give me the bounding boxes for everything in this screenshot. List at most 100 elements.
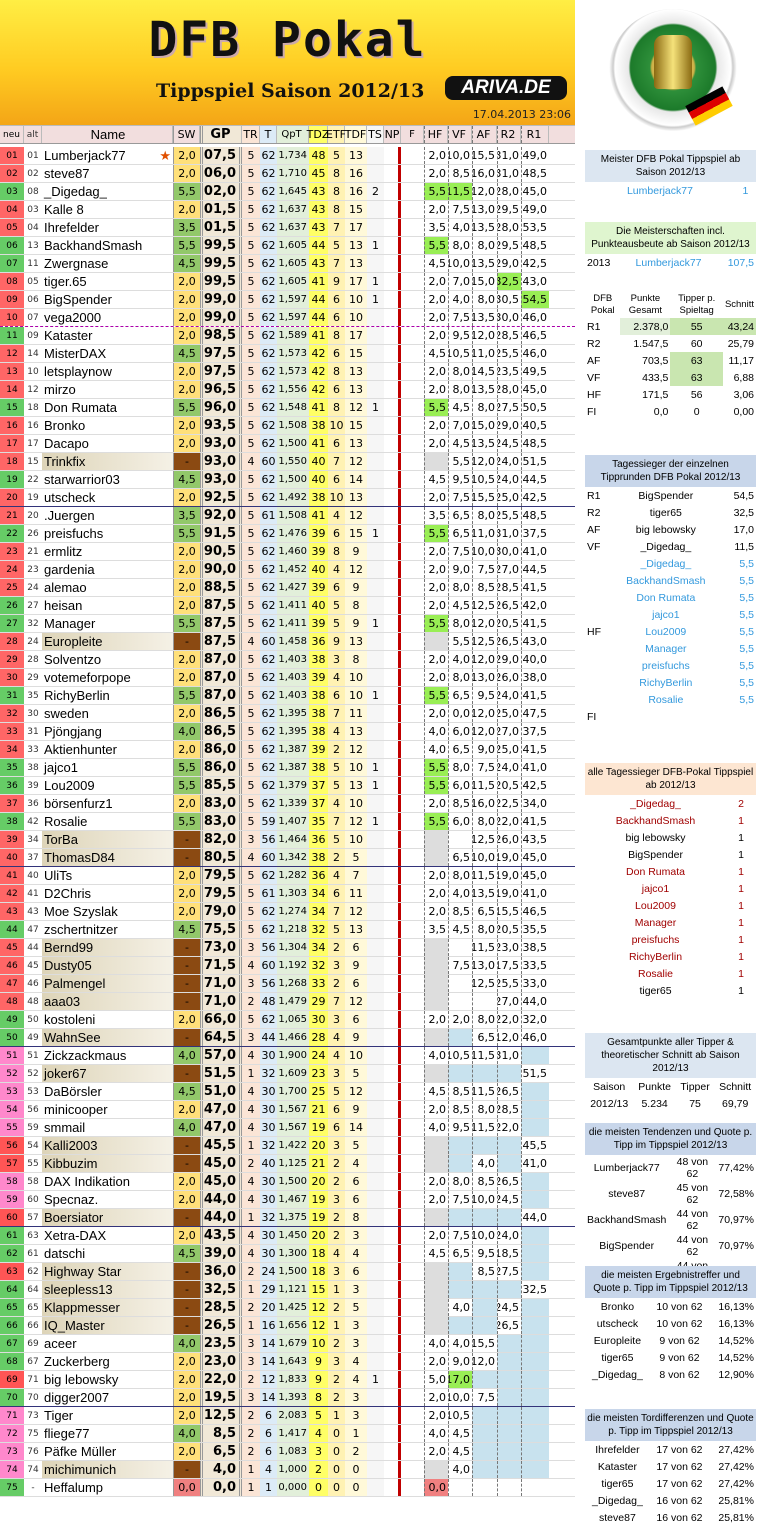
cell-name: Solventzo: [44, 652, 102, 667]
cell-tdf: 12: [345, 399, 367, 416]
cell-r1: 48,5: [521, 237, 547, 254]
cell-np: [384, 1083, 401, 1100]
cell-ts: [367, 1065, 384, 1082]
cell-vf: 7,5: [448, 309, 472, 326]
cell-neu: 09: [0, 291, 24, 308]
cell-qpt: 1,422: [277, 1137, 309, 1154]
cell-tdf: 5: [345, 849, 367, 866]
cell-etf: 1: [328, 1407, 345, 1424]
cell-tr: 3: [242, 1353, 260, 1370]
tendenzen-count: 44 von 62: [676, 1234, 709, 1258]
cell-alt: 22: [27, 474, 39, 485]
ariva-logo[interactable]: ARIVA.DE: [445, 76, 567, 100]
cell-f: [401, 1191, 424, 1208]
cell-ts: 1: [367, 1371, 384, 1388]
cell-t: 62: [260, 237, 277, 254]
cell-tdf: 17: [345, 327, 367, 344]
cell-t: 30: [260, 1245, 277, 1262]
cell-qpt: 1,637: [277, 219, 309, 236]
cell-vf: 11,5: [448, 183, 472, 200]
cell-hf: 4,0: [424, 1119, 448, 1136]
cell-af: 12,0: [472, 705, 495, 722]
cell-alt: 15: [27, 456, 39, 467]
rounds-header: Punkte Gesamt: [628, 293, 663, 316]
col-header-f: F: [401, 126, 424, 143]
cell-gp: 97,5: [200, 363, 242, 380]
cell-tdz: 32: [309, 921, 328, 938]
cell-r1: [521, 1317, 549, 1334]
cell-qpt: 1,395: [277, 723, 309, 740]
cell-neu: 53: [0, 1083, 24, 1100]
cell-neu: 16: [0, 417, 24, 434]
cell-r1: 33,0: [521, 975, 547, 992]
cell-np: [384, 1065, 401, 1082]
cell-tr: 3: [242, 1335, 260, 1352]
cell-tdf: 13: [345, 147, 367, 164]
table-row: 4140UliTs2,079,55621,28236472,08,011,519…: [0, 867, 575, 885]
cell-f: [401, 921, 424, 938]
cell-sw: 5,5: [173, 525, 200, 542]
alle-name: Manager: [634, 916, 677, 929]
cell-ts: [367, 903, 384, 920]
cell-r1: 49,0: [521, 201, 547, 218]
tordiff-name: Kataster: [597, 1460, 637, 1473]
cell-vf: 7,5: [448, 489, 472, 506]
cell-gp: 101,5: [200, 201, 242, 218]
cell-etf: 1: [328, 1281, 345, 1298]
cell-r2: 24,0: [497, 759, 521, 776]
cell-etf: 5: [328, 597, 345, 614]
cell-tdz: 43: [309, 201, 328, 218]
cell-name: Aktienhunter: [44, 742, 117, 757]
rounds-cell: 0,0: [653, 405, 669, 418]
table-header: neu alt Name SW GP TR T QpT TDZ ETF TDF TS NP F HF VF AF…: [0, 126, 575, 144]
cell-r1: [521, 1047, 549, 1064]
cell-sw: 2,0: [173, 1353, 200, 1370]
cell-tr: 5: [242, 705, 260, 722]
cell-name: Boersiator: [42, 1209, 173, 1226]
col-header-tdf: TDF: [344, 126, 367, 143]
cell-name: Ihrefelder: [44, 220, 99, 235]
cell-r2: 25,5: [497, 345, 521, 362]
cell-r2: 24,0: [497, 471, 521, 488]
cell-hf: [424, 1263, 448, 1280]
cell-tr: 2: [242, 1425, 260, 1442]
cell-gp: 19,5: [200, 1389, 242, 1406]
cell-r1: [521, 1263, 549, 1280]
cell-hf: 4,0: [424, 741, 448, 758]
cell-hf: 2,0: [424, 867, 448, 884]
cell-neu: 69: [0, 1371, 24, 1388]
cell-np: [384, 705, 401, 722]
cell-f: [401, 813, 424, 830]
cell-np: [384, 1209, 401, 1226]
cell-r1: 46,0: [521, 345, 547, 362]
cell-qpt: 1,734: [277, 147, 309, 164]
cell-tdf: 15: [345, 525, 367, 542]
cell-gp: 97,5: [200, 345, 242, 362]
cell-vf: 6,5: [448, 741, 472, 758]
cell-ts: [367, 1281, 384, 1298]
cell-alt: 74: [27, 1464, 39, 1475]
cell-etf: 2: [328, 1335, 345, 1352]
cell-alt: 60: [27, 1194, 39, 1205]
cell-f: [401, 183, 424, 200]
cell-alt: 02: [27, 168, 39, 179]
cell-np: [384, 1335, 401, 1352]
cell-hf: 2,0: [424, 1389, 448, 1406]
ergebnis-quote: 12,90%: [718, 1368, 754, 1381]
cell-vf: [448, 1317, 472, 1334]
cell-r1: 37,5: [521, 525, 547, 542]
cell-af: [472, 1425, 497, 1442]
cell-etf: 4: [328, 1047, 345, 1064]
table-row: 33 31 Pjöngjang 4,0 86,5 5 62 1,395 38 4 13 4,0 6,0 1…: [0, 723, 575, 741]
cell-np: [384, 651, 401, 668]
cell-neu: 32: [0, 705, 24, 722]
cell-name: Xetra-DAX: [44, 1228, 107, 1243]
ts-points: 54,5: [733, 489, 754, 502]
cell-ts: [367, 651, 384, 668]
cell-qpt: 1,605: [277, 273, 309, 290]
cell-neu: 27: [0, 615, 24, 632]
cell-af: 13,5: [472, 309, 495, 326]
cell-neu: 19: [0, 471, 24, 488]
cell-ts: [367, 669, 384, 686]
